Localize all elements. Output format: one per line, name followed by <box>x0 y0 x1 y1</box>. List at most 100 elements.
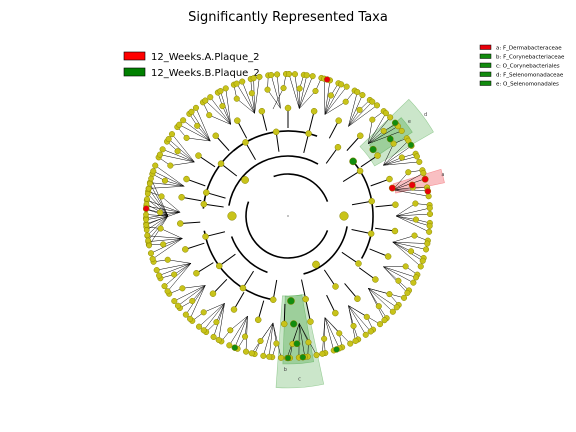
branch-edge <box>299 323 306 358</box>
inner-node <box>368 197 375 205</box>
branch-edge <box>341 251 359 264</box>
clade-legend-swatch-c <box>479 62 492 68</box>
branch-edge <box>324 317 340 334</box>
leaf-node <box>309 73 316 80</box>
leaf-node <box>376 321 384 328</box>
leaf-node <box>280 85 287 92</box>
enriched-node-group-a <box>408 181 416 189</box>
branch-edge <box>368 113 387 144</box>
branch-edge <box>270 74 281 109</box>
enriched-node-group-b <box>333 346 340 353</box>
branch-edge <box>324 95 332 115</box>
branch-edge <box>346 135 361 151</box>
branch-edge <box>145 214 169 217</box>
leaf-node <box>412 200 419 207</box>
inner-node <box>386 175 393 183</box>
branch-edge <box>225 88 232 125</box>
sector-a-dermabacteraceae <box>392 168 445 194</box>
branch-edge <box>294 74 300 109</box>
branch-edge <box>395 213 431 217</box>
inner-node <box>384 253 392 260</box>
branch-edge <box>218 253 236 267</box>
leaf-node <box>319 350 326 357</box>
inner-node <box>334 143 342 151</box>
clade-legend: a: F_Dermabacteraceae b: F_Corynebacteri… <box>479 44 565 88</box>
phylum-node <box>339 211 349 221</box>
branch-edge <box>368 288 385 321</box>
branch-edge <box>368 288 397 308</box>
clade-legend-text-a: a: F_Dermabacteraceae <box>496 46 562 52</box>
leaf-node <box>213 319 220 326</box>
branch-edge <box>324 84 342 115</box>
inner-node <box>203 189 210 196</box>
branch-edge <box>383 266 417 278</box>
branch-edge <box>203 303 225 331</box>
inner-node <box>215 262 223 270</box>
branch-edge <box>254 76 260 114</box>
leaf-node <box>398 154 405 161</box>
branch-edge <box>145 211 181 219</box>
inner-node <box>212 132 219 139</box>
branch-edge <box>229 316 248 346</box>
leaf-node <box>260 352 267 359</box>
branch-edge <box>174 263 192 275</box>
branch-edge <box>196 125 211 142</box>
branch-edge <box>322 317 326 354</box>
leaf-node <box>159 146 166 153</box>
branch-edge <box>286 323 300 359</box>
inner-node <box>177 220 184 227</box>
leaf-node <box>146 180 153 187</box>
branch-edge <box>324 317 335 351</box>
leaf-node <box>180 117 187 124</box>
inner-node <box>374 152 381 159</box>
branch-edge <box>299 76 313 109</box>
leaf-node <box>171 298 178 305</box>
branch-edge <box>325 146 339 164</box>
branch-arc <box>273 173 329 202</box>
leaf-node <box>167 162 174 169</box>
leaf-node <box>145 237 151 244</box>
branch-edge <box>348 305 356 341</box>
leaf-node <box>412 216 420 223</box>
branch-edge <box>263 322 274 356</box>
leaf-node <box>242 348 250 355</box>
leaf-node <box>424 240 431 247</box>
branch-edge <box>368 117 391 144</box>
clade-letter-labels: a e c d b <box>284 112 445 383</box>
inner-node <box>234 117 241 124</box>
branch-edge <box>348 305 367 318</box>
branch-edge <box>272 87 284 110</box>
inner-node <box>182 246 189 253</box>
leaf-node <box>143 222 150 228</box>
leaf-node <box>187 315 194 322</box>
clade-legend-swatch-d <box>479 71 492 77</box>
branch-arc <box>228 155 319 206</box>
branch-edge <box>272 279 278 300</box>
branch-edge <box>147 215 169 236</box>
branch-edge <box>276 74 281 109</box>
leaf-node <box>144 232 151 239</box>
branch-edge <box>383 266 408 294</box>
clade-legend-swatch-b <box>479 53 492 59</box>
branch-edge <box>351 200 372 206</box>
leaf-node <box>182 311 189 318</box>
leaf-node <box>174 148 181 155</box>
branch-edge <box>159 263 192 276</box>
figure-title: Significantly Represented Taxa <box>188 10 388 25</box>
leaf-node <box>148 175 154 182</box>
leaf-node <box>207 94 214 101</box>
branch-edge <box>222 105 231 125</box>
leaf-node <box>144 190 151 197</box>
leaf-node <box>143 227 150 233</box>
branch-arc <box>303 226 348 275</box>
branch-edge <box>152 238 183 260</box>
branch-edge <box>147 193 169 217</box>
inner-node <box>272 128 280 136</box>
clade-legend-text-d: d: F_Selenomonadaceae <box>496 73 564 79</box>
inner-node <box>284 104 292 112</box>
legend-label-group-b: 12_Weeks.B.Plaque_2 <box>151 68 260 79</box>
branch-edge <box>392 241 421 267</box>
branch-edge <box>348 105 378 127</box>
branch-edge <box>392 235 415 243</box>
inner-node <box>195 152 202 159</box>
